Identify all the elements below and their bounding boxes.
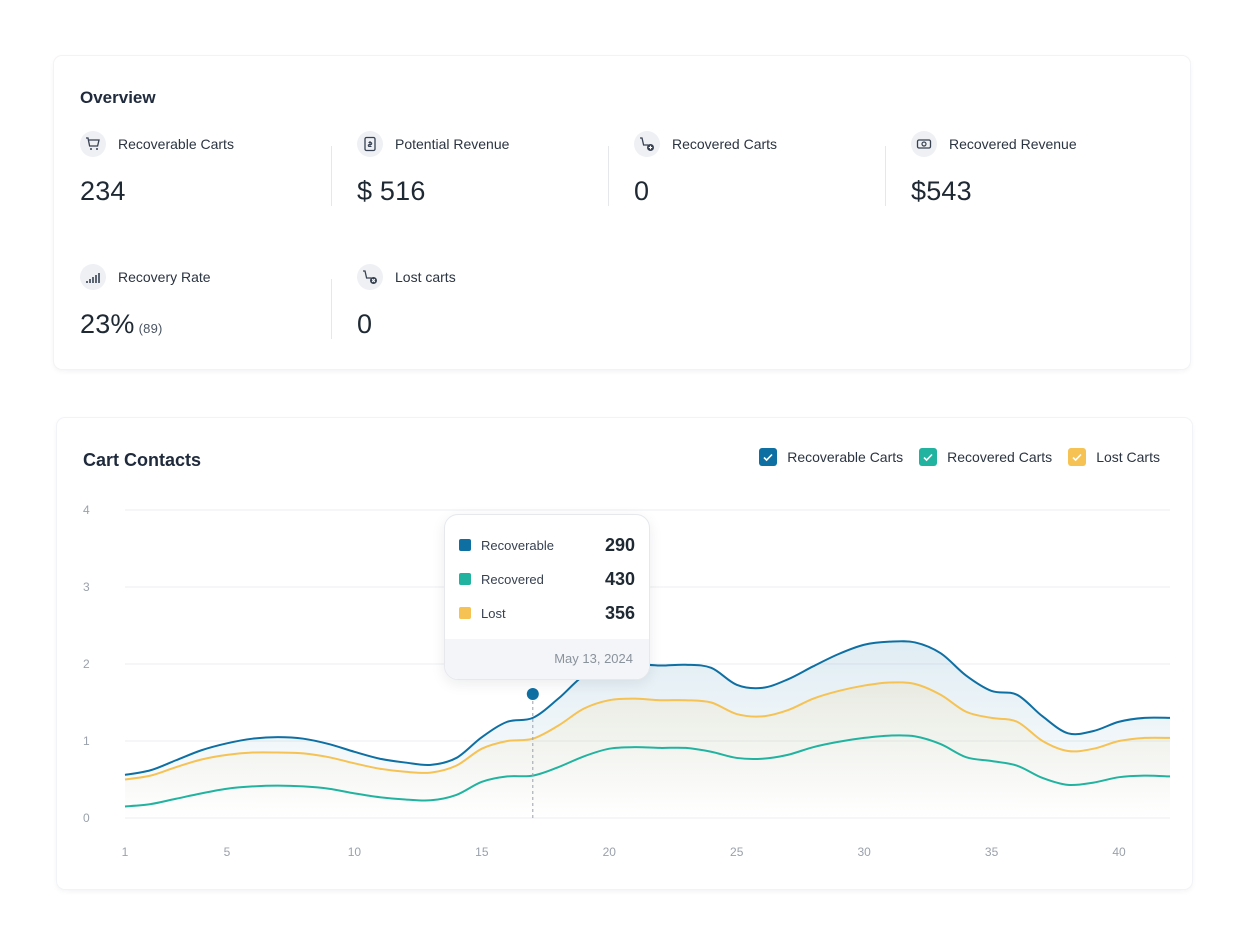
stat-recovered-revenue: Recovered Revenue $543 [911, 130, 1161, 210]
chart-card: Cart Contacts Recoverable Carts Recovere… [57, 418, 1192, 889]
y-tick-label: 0 [83, 811, 90, 825]
legend-label: Recovered Carts [947, 449, 1053, 465]
cart-icon [80, 131, 106, 157]
stat-value: $ 516 [357, 176, 426, 206]
tooltip-label: Recoverable [481, 537, 554, 553]
chart-title: Cart Contacts [83, 450, 202, 470]
chart-legend: Recoverable Carts Recovered Carts Lost C… [743, 448, 1160, 466]
stat-recovered-carts: Recovered Carts 0 [634, 130, 884, 210]
divider [608, 146, 609, 206]
tooltip-value: 356 [604, 602, 635, 623]
x-tick-label: 1 [122, 845, 129, 859]
series-line-lost-carts[interactable] [124, 681, 1171, 781]
x-tick-label: 15 [475, 845, 489, 859]
y-tick-label: 2 [83, 657, 90, 671]
cash-icon [911, 131, 937, 157]
stat-label: Recoverable Carts [118, 136, 234, 152]
stat-value: 0 [634, 176, 650, 206]
stat-value-row: 23% (89) [80, 309, 330, 340]
divider [331, 279, 332, 339]
stat-lost-carts: Lost carts 0 [357, 263, 607, 343]
x-tick-label: 5 [224, 845, 231, 859]
swatch-icon [459, 607, 471, 619]
tooltip-label: Lost [481, 605, 506, 621]
legend-recovered-carts[interactable]: Recovered Carts [919, 448, 1052, 466]
x-tick-label: 35 [985, 845, 999, 859]
overview-title: Overview [80, 88, 156, 107]
stat-value: 234 [80, 176, 126, 206]
cart-add-icon [634, 131, 660, 157]
tooltip-date: May 13, 2024 [445, 639, 649, 679]
x-tick-label: 25 [730, 845, 744, 859]
checkbox-icon[interactable] [919, 448, 938, 466]
tooltip-label: Recovered [481, 571, 544, 587]
overview-card: Overview Recoverable Carts 234 Potential… [54, 56, 1190, 369]
x-tick-label: 10 [348, 845, 362, 859]
legend-label: Lost Carts [1096, 449, 1160, 465]
tooltip-value: 290 [604, 534, 635, 555]
stat-value: $543 [911, 176, 972, 206]
stat-label: Recovery Rate [118, 269, 211, 285]
bar-growth-icon [80, 264, 106, 290]
stat-sub-value: (89) [138, 321, 163, 336]
swatch-icon [459, 573, 471, 585]
stat-label: Recovered Carts [672, 136, 778, 152]
checkbox-icon[interactable] [1068, 448, 1087, 466]
legend-label: Recoverable Carts [787, 449, 904, 465]
stat-value: 0 [357, 309, 373, 339]
stat-potential-revenue: Potential Revenue $ 516 [357, 130, 607, 210]
x-tick-label: 20 [603, 845, 617, 859]
cart-remove-icon [357, 264, 383, 290]
tooltip-row-lost: Lost 356 [459, 601, 635, 625]
y-tick-label: 4 [83, 503, 90, 517]
legend-lost-carts[interactable]: Lost Carts [1068, 448, 1160, 466]
tooltip-value: 430 [604, 568, 635, 589]
stat-recoverable-carts: Recoverable Carts 234 [80, 130, 330, 210]
tooltip-row-recovered: Recovered 430 [459, 567, 635, 591]
y-tick-label: 1 [83, 734, 90, 748]
revenue-document-icon [357, 131, 383, 157]
chart-tooltip: Recoverable 290 Recovered 430 Lost 356 M… [444, 514, 650, 680]
divider [331, 146, 332, 206]
stat-recovery-rate: Recovery Rate 23% (89) [80, 263, 330, 343]
divider [885, 146, 886, 206]
y-tick-label: 3 [83, 580, 90, 594]
x-tick-label: 30 [857, 845, 871, 859]
hover-point[interactable] [526, 688, 539, 700]
stat-label: Lost carts [395, 269, 456, 285]
series-line-recovered-carts[interactable] [124, 734, 1171, 808]
tooltip-row-recoverable: Recoverable 290 [459, 533, 635, 557]
x-tick-label: 40 [1112, 845, 1126, 859]
legend-recoverable-carts[interactable]: Recoverable Carts [759, 448, 903, 466]
series-area [125, 682, 1170, 818]
stat-label: Potential Revenue [395, 136, 510, 152]
stat-label: Recovered Revenue [949, 136, 1077, 152]
checkbox-icon[interactable] [759, 448, 778, 466]
stat-value: 23% [80, 309, 135, 339]
swatch-icon [459, 539, 471, 551]
